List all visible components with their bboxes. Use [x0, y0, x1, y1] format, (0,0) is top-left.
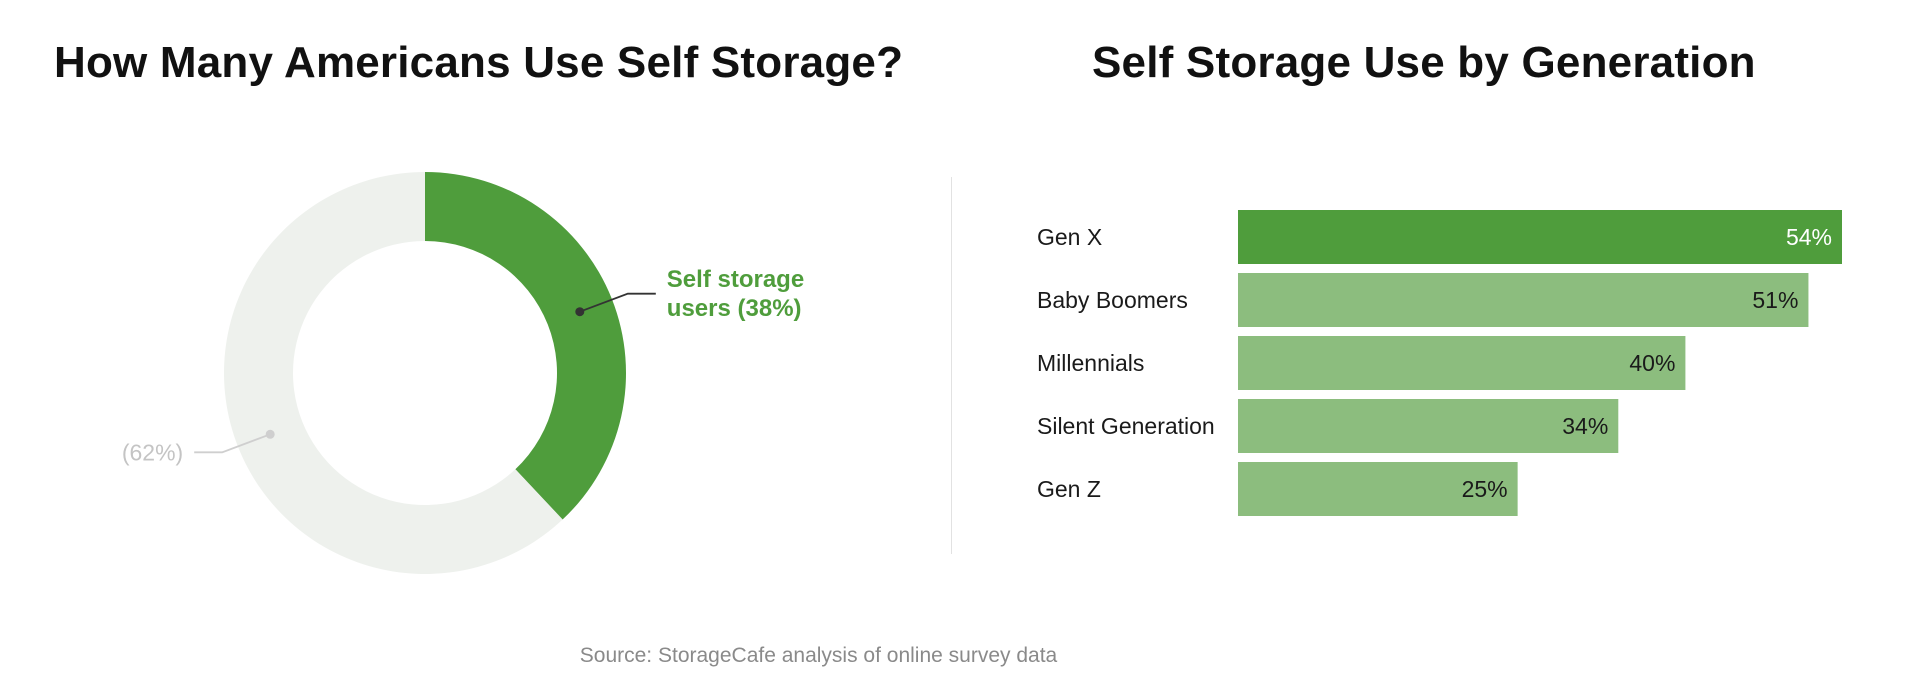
bar-silent-generation — [1238, 399, 1619, 453]
generation-bar-chart: Gen X 54% Baby Boomers 51% Millennials 40% Sil… — [1037, 210, 1842, 516]
donut-leader-line-1 — [194, 433, 271, 454]
bar-value-label: 40% — [1629, 350, 1675, 376]
bar-category-label: Gen Z — [1037, 476, 1101, 502]
donut-chart-title: How Many Americans Use Self Storage? — [54, 38, 904, 87]
donut-slice-label-1: (62%) — [122, 439, 183, 465]
donut-slice-0 — [425, 172, 626, 520]
bar-value-label: 25% — [1462, 476, 1508, 502]
donut-label-dot-0 — [575, 307, 585, 317]
bar-value-label: 54% — [1786, 224, 1832, 250]
bar-chart-title: Self Storage Use by Generation — [1092, 38, 1756, 87]
bar-category-label: Silent Generation — [1037, 413, 1215, 439]
bar-baby-boomers — [1238, 273, 1809, 327]
bar-category-label: Baby Boomers — [1037, 287, 1188, 313]
donut-chart: Self storage users (38%) (62%) — [122, 172, 804, 574]
donut-leader-line-0 — [579, 292, 656, 313]
bar-millennials — [1238, 336, 1686, 390]
donut-slice-1 — [224, 172, 563, 574]
donut-slice-label-0: Self storage users (38%) — [667, 266, 804, 322]
bar-gen-x — [1238, 210, 1842, 264]
bar-category-label: Gen X — [1037, 224, 1102, 250]
bar-gen-z — [1238, 462, 1518, 516]
bar-value-label: 51% — [1752, 287, 1798, 313]
source-note: Source: StorageCafe analysis of online s… — [579, 644, 1058, 667]
chart-divider — [951, 177, 952, 554]
bar-value-label: 34% — [1562, 413, 1608, 439]
bar-category-label: Millennials — [1037, 350, 1144, 376]
